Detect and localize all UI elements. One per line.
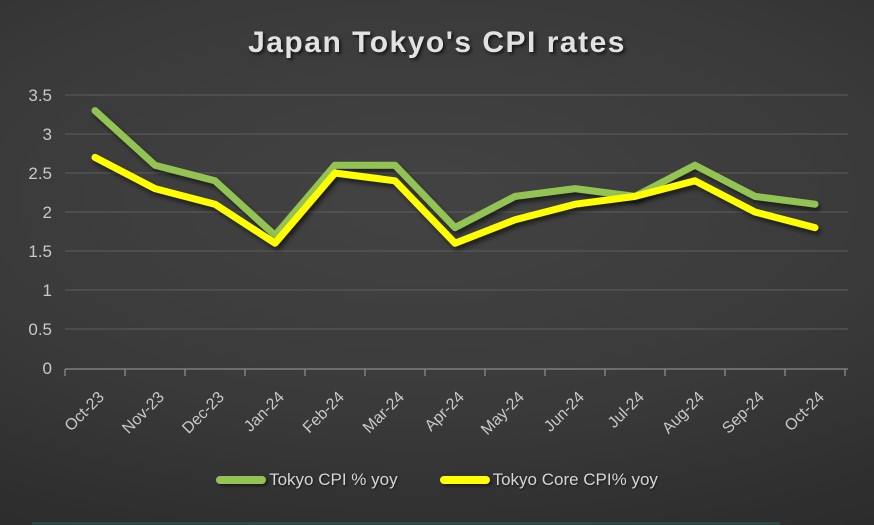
- series-line-1: [91, 153, 819, 247]
- x-tick-label: Apr-24: [422, 389, 468, 435]
- x-axis-labels: Oct-23 Nov-23 Dec-23 Jan-24 Feb-24 Mar-24 Apr-…: [62, 389, 828, 439]
- y-tick-label: 3: [43, 125, 52, 144]
- y-tick-label: 1: [43, 281, 52, 300]
- y-tick-label: 3.5: [28, 86, 52, 105]
- gridlines: [65, 94, 848, 330]
- y-tick-label: 2: [43, 203, 52, 222]
- data-series: [91, 107, 819, 247]
- y-tick-label: 0.5: [28, 320, 52, 339]
- x-tick-label: Sep-24: [719, 389, 768, 438]
- legend-label-tokyo-cpi: Tokyo CPI % yoy: [269, 470, 398, 489]
- x-tick-label: Jun-24: [541, 389, 588, 436]
- legend-swatch-green: [216, 476, 267, 484]
- x-tick-label: Feb-24: [300, 389, 348, 437]
- x-tick-label: Aug-24: [659, 389, 708, 438]
- y-axis-labels: 0 0.5 1 1.5 2 2.5 3 3.5: [28, 86, 52, 378]
- series-line-0: [91, 107, 819, 239]
- x-tick-label: Oct-24: [782, 389, 828, 435]
- x-tick-label: May-24: [478, 389, 528, 439]
- x-axis: [64, 368, 848, 376]
- x-tick-label: Jul-24: [605, 389, 648, 432]
- legend-swatch-yellow: [439, 476, 490, 484]
- legend-item-tokyo-core-cpi: Tokyo Core CPI% yoy: [439, 470, 658, 490]
- legend-item-tokyo-cpi: Tokyo CPI % yoy: [216, 470, 398, 490]
- chart-title: Japan Tokyo's CPI rates: [248, 26, 626, 59]
- x-tick-label: Oct-23: [62, 389, 108, 435]
- legend-label-tokyo-core-cpi: Tokyo Core CPI% yoy: [492, 470, 658, 489]
- x-tick-label: Jan-24: [241, 389, 288, 436]
- y-tick-label: 2.5: [28, 164, 52, 183]
- y-tick-label: 0: [43, 359, 52, 378]
- x-tick-label: Dec-23: [179, 389, 228, 438]
- chart-legend: Tokyo CPI % yoy Tokyo Core CPI% yoy: [0, 470, 874, 490]
- bottom-accent-strip: [32, 522, 780, 525]
- x-tick-label: Mar-24: [360, 389, 408, 437]
- x-tick-label: Nov-23: [119, 389, 168, 438]
- y-tick-label: 1.5: [28, 242, 52, 261]
- cpi-line-plot: 0 0.5 1 1.5 2 2.5 3 3.5 Oct-23 Nov-23 Dec-23 Jan-2…: [28, 86, 848, 439]
